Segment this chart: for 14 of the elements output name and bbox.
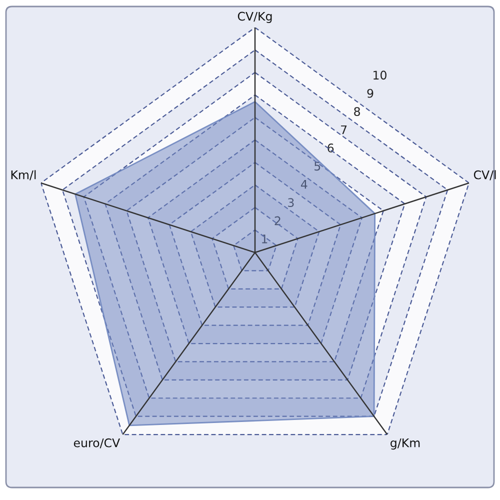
y-tick-label: 9 — [367, 88, 374, 98]
spoke-label: CV/Kg — [238, 12, 272, 23]
y-tick-label: 8 — [354, 107, 360, 116]
spoke-label: euro/CV — [74, 438, 120, 448]
y-tick-label: 7 — [341, 125, 347, 134]
y-tick-label: 4 — [300, 180, 308, 189]
spoke-label: g/Km — [390, 438, 420, 450]
y-tick-label: 5 — [314, 162, 320, 171]
spoke-label: CV/l — [474, 170, 496, 180]
y-tick-label: 10 — [374, 70, 386, 80]
y-tick-label: 6 — [328, 143, 334, 152]
y-tick-label: 3 — [288, 198, 294, 208]
y-tick-label: 2 — [274, 216, 280, 226]
spoke-label: Km/l — [11, 170, 36, 180]
